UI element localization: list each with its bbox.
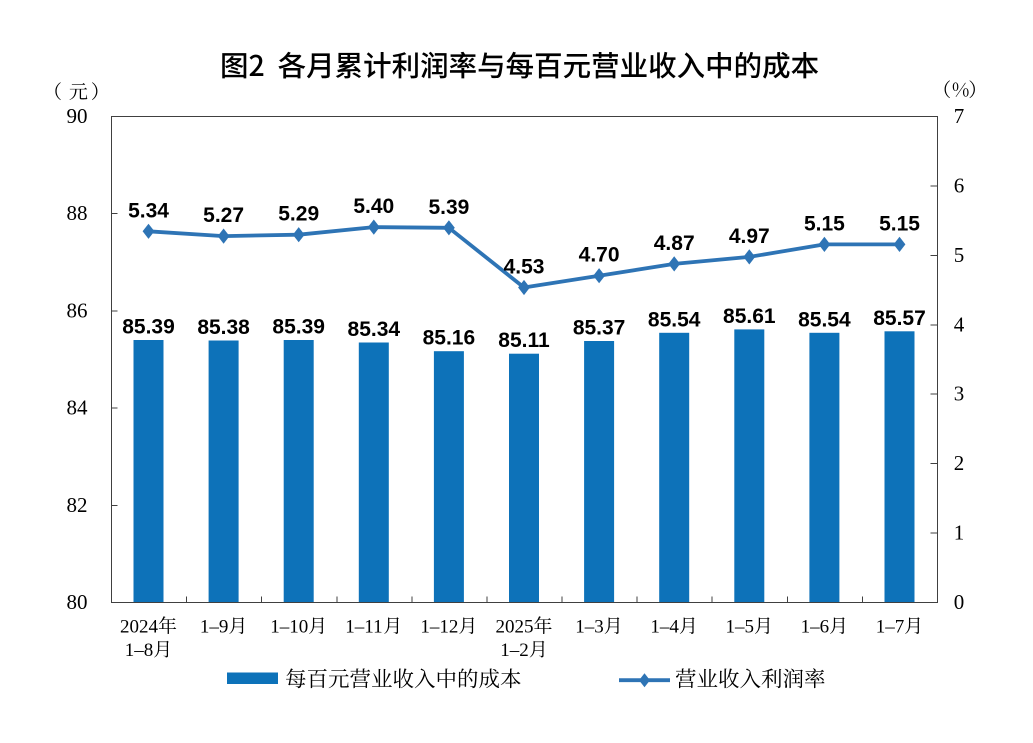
svg-text:82: 82	[67, 493, 88, 517]
svg-text:4.87: 4.87	[654, 232, 695, 255]
svg-text:88: 88	[67, 201, 88, 225]
svg-text:4.97: 4.97	[729, 225, 770, 248]
svg-text:80: 80	[67, 590, 88, 614]
svg-text:2: 2	[954, 451, 965, 475]
svg-text:90: 90	[67, 104, 88, 128]
svg-text:3: 3	[954, 382, 965, 406]
svg-text:85.16: 85.16	[423, 327, 476, 350]
svg-text:2024: 2024	[120, 617, 159, 638]
svg-text:85.11: 85.11	[498, 329, 550, 352]
svg-text:85.57: 85.57	[873, 307, 926, 330]
svg-text:4: 4	[954, 312, 965, 336]
svg-text:85.38: 85.38	[197, 316, 250, 339]
svg-text:5.39: 5.39	[428, 196, 469, 219]
svg-text:1–10: 1–10	[270, 617, 308, 638]
svg-text:85.39: 85.39	[272, 316, 325, 339]
svg-text:1–2: 1–2	[500, 640, 529, 661]
svg-text:1–4: 1–4	[650, 617, 679, 638]
svg-text:2025: 2025	[496, 617, 534, 638]
svg-text:0: 0	[954, 590, 965, 614]
svg-text:7: 7	[954, 104, 965, 128]
svg-text:85.54: 85.54	[648, 308, 701, 331]
svg-text:86: 86	[67, 298, 88, 322]
svg-text:5.40: 5.40	[353, 195, 394, 218]
svg-text:85.39: 85.39	[122, 316, 175, 339]
svg-text:5: 5	[954, 243, 965, 267]
svg-text:5.27: 5.27	[203, 204, 244, 227]
svg-text:1–3: 1–3	[575, 617, 604, 638]
svg-text:5.15: 5.15	[879, 212, 920, 235]
svg-text:1–9: 1–9	[200, 617, 229, 638]
svg-text:1–8: 1–8	[125, 640, 154, 661]
svg-text:1: 1	[954, 521, 965, 545]
svg-text:4.70: 4.70	[579, 244, 620, 267]
svg-text:85.54: 85.54	[798, 308, 851, 331]
svg-text:1–6: 1–6	[801, 617, 830, 638]
svg-text:85.37: 85.37	[573, 317, 626, 340]
svg-text:1–5: 1–5	[726, 617, 755, 638]
svg-text:5.29: 5.29	[278, 203, 319, 226]
svg-text:6: 6	[954, 173, 965, 197]
svg-text:5.34: 5.34	[128, 199, 169, 222]
svg-text:85.34: 85.34	[348, 318, 401, 341]
svg-text:1–11: 1–11	[345, 617, 382, 638]
svg-text:84: 84	[67, 396, 89, 420]
svg-text:5.15: 5.15	[804, 212, 845, 235]
svg-text:85.61: 85.61	[723, 305, 776, 328]
svg-text:4.53: 4.53	[504, 256, 545, 279]
svg-text:1–7: 1–7	[876, 617, 905, 638]
svg-text:1–12: 1–12	[420, 617, 458, 638]
